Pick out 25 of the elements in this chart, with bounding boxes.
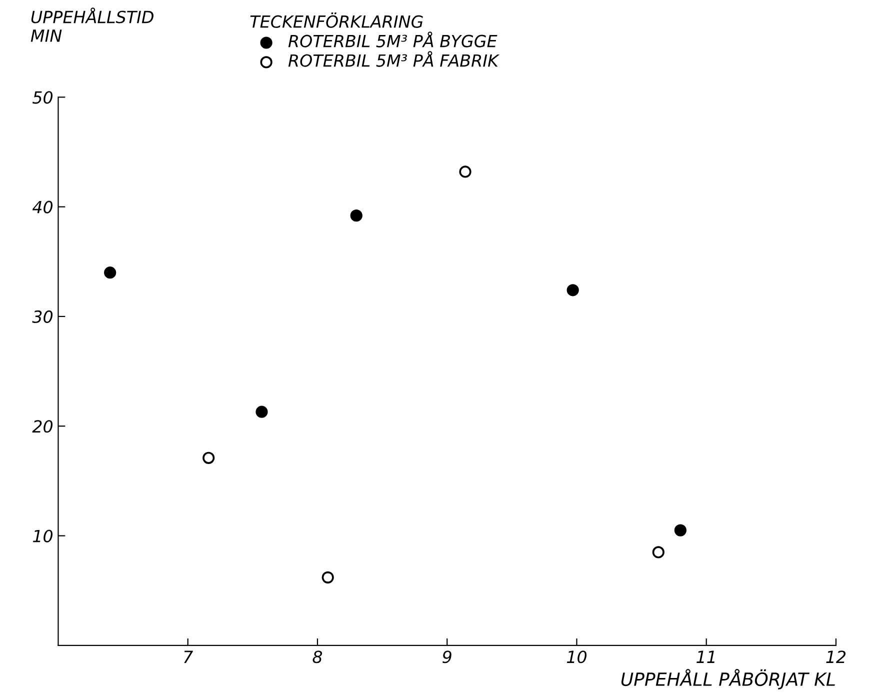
legend-label: ROTERBIL 5M³ PÅ BYGGE [288, 32, 498, 48]
y-axis-title: UPPEHÅLLSTID MIN [30, 8, 154, 42]
y-tick-label: 20 [32, 420, 53, 433]
legend-label: ROTERBIL 5M³ PÅ FABRIK [288, 51, 500, 67]
point [104, 266, 116, 279]
x-tick-label: 7 [184, 650, 193, 663]
point [674, 524, 686, 536]
x-tick-label: 9 [442, 650, 452, 664]
y-tick-label: 50 [32, 91, 53, 104]
x-tick-label: 11 [696, 650, 714, 663]
point [652, 546, 664, 558]
point [350, 210, 362, 222]
y-tick-label: 10 [32, 530, 53, 542]
point [256, 406, 268, 418]
point [566, 284, 579, 296]
point [202, 452, 215, 464]
x-axis-title: UPPEHÅLL PÅBÖRJAT KL [621, 669, 835, 690]
legend-title: TECKENFÖRKLARING [250, 12, 423, 28]
y-tick-label: 40 [32, 200, 53, 214]
point [322, 571, 334, 584]
y-tick-label: 30 [32, 310, 53, 324]
x-tick-label: 8 [312, 650, 322, 664]
x-tick-label: 12 [826, 650, 846, 663]
x-tick-label: 10 [566, 650, 586, 664]
point [459, 166, 472, 178]
